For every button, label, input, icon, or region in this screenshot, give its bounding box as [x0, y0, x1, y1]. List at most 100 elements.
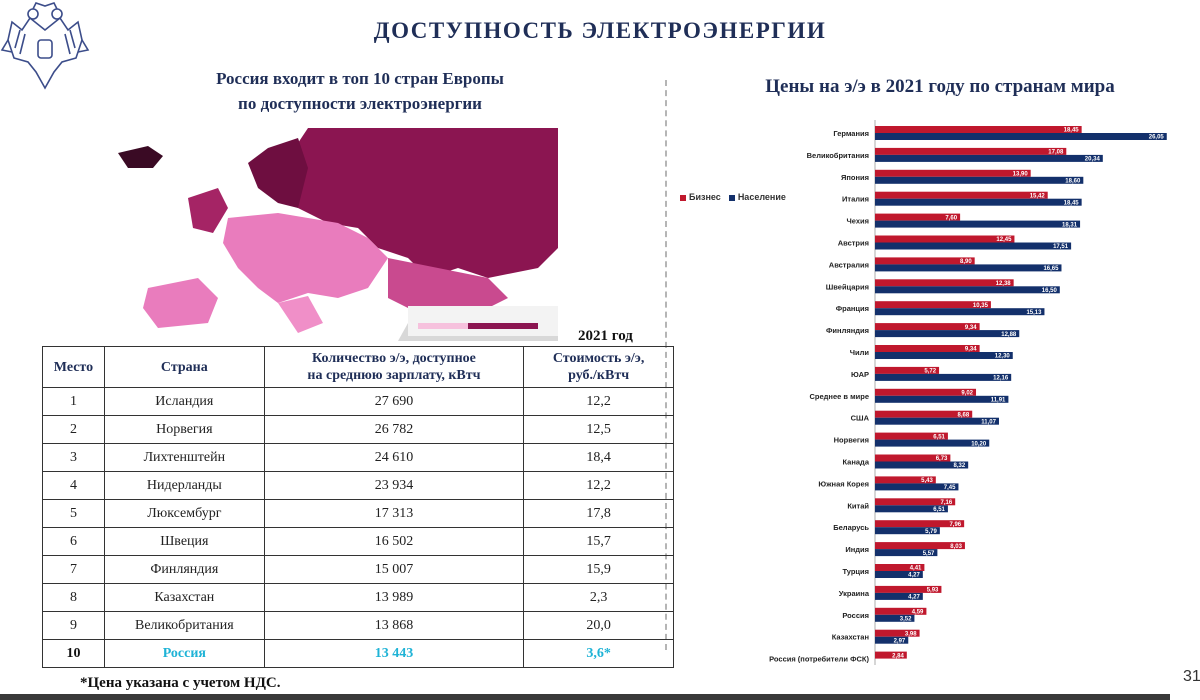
chart-bar — [875, 498, 956, 506]
chart-data-label: 4,59 — [912, 610, 924, 616]
cell-price: 20,0 — [523, 611, 674, 640]
chart-bar — [875, 629, 920, 637]
price-bar-chart: Германия 18,45 26,05 Великобритания 17,08 20,… — [769, 120, 1167, 665]
chart-category-label: Италия — [842, 195, 869, 204]
chart-data-label: 3,52 — [900, 617, 912, 623]
legend-swatch-business — [680, 194, 686, 201]
chart-bar — [875, 373, 1012, 381]
cell-price: 15,9 — [523, 555, 674, 584]
chart-bar — [875, 527, 940, 535]
chart-data-label: 6,51 — [933, 507, 945, 513]
legend-swatch-population — [728, 194, 735, 201]
chart-legend: Бизнес Население — [680, 192, 786, 202]
chart-category-label: Япония — [841, 173, 869, 182]
cell-kwh: 24 610 — [263, 443, 525, 472]
chart-data-label: 7,16 — [941, 500, 953, 506]
chart-category-label: Китай — [847, 501, 869, 510]
chart-bar — [875, 388, 977, 396]
cell-kwh: 15 007 — [263, 555, 525, 584]
chart-bar — [875, 410, 973, 418]
chart-bar — [875, 636, 909, 644]
chart-category-label: Россия (потребители ФСК) — [769, 655, 869, 664]
chart-section-title: Цены на э/э в 2021 году по странам мира — [765, 76, 1115, 97]
chart-category-label: Чехия — [847, 217, 870, 226]
table-row: 9 Великобритания 13 868 20,0 — [42, 611, 674, 640]
chart-category-label: Великобритания — [807, 151, 869, 160]
chart-bar — [875, 607, 927, 615]
chart-category-label: Среднее в мире — [810, 392, 870, 401]
chart-bar — [875, 257, 975, 265]
chart-bar — [875, 330, 1020, 338]
chart-data-label: 5,79 — [925, 529, 937, 535]
header-country: Страна — [103, 346, 265, 388]
cell-price: 3,6* — [523, 639, 674, 668]
chart-bar — [875, 345, 980, 352]
chart-data-label: 15,13 — [1026, 310, 1042, 316]
chart-bar — [875, 220, 1081, 228]
cell-country: Люксембург — [103, 499, 265, 528]
cell-kwh: 16 502 — [263, 527, 525, 556]
chart-data-label: 10,35 — [973, 303, 989, 309]
table-row: 4 Нидерланды 23 934 12,2 — [42, 471, 674, 500]
chart-category-label: Индия — [845, 545, 869, 554]
table-row: 2 Норвегия 26 782 12,5 — [42, 415, 674, 444]
header-price: Стоимость э/э, руб./кВтч — [523, 346, 674, 388]
chart-category-label: Швейцария — [826, 282, 869, 291]
europe-map-image — [108, 128, 558, 341]
chart-bar — [875, 301, 991, 309]
table-year-label: 2021 год — [578, 328, 633, 344]
chart-bar — [875, 133, 1167, 140]
chart-bar — [875, 191, 1048, 199]
chart-data-label: 5,72 — [924, 369, 936, 375]
cell-kwh: 13 868 — [263, 611, 525, 640]
chart-bar — [875, 279, 1014, 287]
chart-data-label: 7,60 — [945, 215, 957, 221]
cell-price: 15,7 — [523, 527, 674, 556]
chart-bar — [875, 169, 1031, 177]
table-header-row: Место Страна Количество э/э, доступное н… — [42, 346, 674, 388]
chart-data-label: 26,05 — [1149, 135, 1165, 141]
chart-category-label: Россия — [842, 611, 869, 620]
cell-price: 12,5 — [523, 415, 674, 444]
cell-place: 4 — [42, 471, 105, 500]
cell-place: 9 — [42, 611, 105, 640]
chart-bar — [875, 366, 940, 374]
chart-data-label: 5,57 — [923, 551, 935, 557]
cell-kwh: 26 782 — [263, 415, 525, 444]
chart-data-label: 11,07 — [981, 419, 996, 425]
coat-of-arms-emblem — [0, 2, 90, 90]
chart-category-label: Турция — [842, 567, 869, 576]
chart-data-label: 8,32 — [953, 463, 965, 469]
chart-data-label: 4,27 — [908, 573, 920, 579]
cell-price: 12,2 — [523, 471, 674, 500]
cell-country: Швеция — [103, 527, 265, 556]
chart-bar — [875, 651, 907, 659]
chart-data-label: 18,60 — [1065, 179, 1081, 185]
chart-bar — [875, 432, 948, 440]
chart-bar — [875, 454, 951, 462]
affordability-table: Место Страна Количество э/э, доступное н… — [42, 346, 674, 668]
chart-bar — [875, 614, 915, 622]
chart-category-label: ЮАР — [851, 370, 869, 379]
chart-data-label: 5,43 — [921, 478, 933, 484]
chart-data-label: 5,93 — [927, 588, 939, 594]
chart-bar — [875, 549, 938, 557]
chart-data-label: 17,08 — [1048, 150, 1064, 156]
chart-data-label: 9,02 — [961, 391, 973, 397]
footnote: *Цена указана с учетом НДС. — [80, 675, 281, 691]
cell-kwh: 27 690 — [263, 387, 525, 416]
chart-category-label: США — [851, 414, 870, 423]
chart-data-label: 6,51 — [933, 434, 945, 440]
chart-bar — [875, 286, 1060, 294]
chart-bar — [875, 176, 1084, 184]
cell-place: 7 — [42, 555, 105, 584]
cell-place: 6 — [42, 527, 105, 556]
table-row: 6 Швеция 16 502 15,7 — [42, 527, 674, 556]
chart-category-label: Казахстан — [832, 633, 869, 642]
chart-category-label: Канада — [843, 458, 870, 467]
table-row: 7 Финляндия 15 007 15,9 — [42, 555, 674, 584]
cell-kwh: 23 934 — [263, 471, 525, 500]
chart-data-label: 12,16 — [993, 376, 1009, 382]
chart-bar — [875, 213, 961, 221]
table-row: 5 Люксембург 17 313 17,8 — [42, 499, 674, 528]
